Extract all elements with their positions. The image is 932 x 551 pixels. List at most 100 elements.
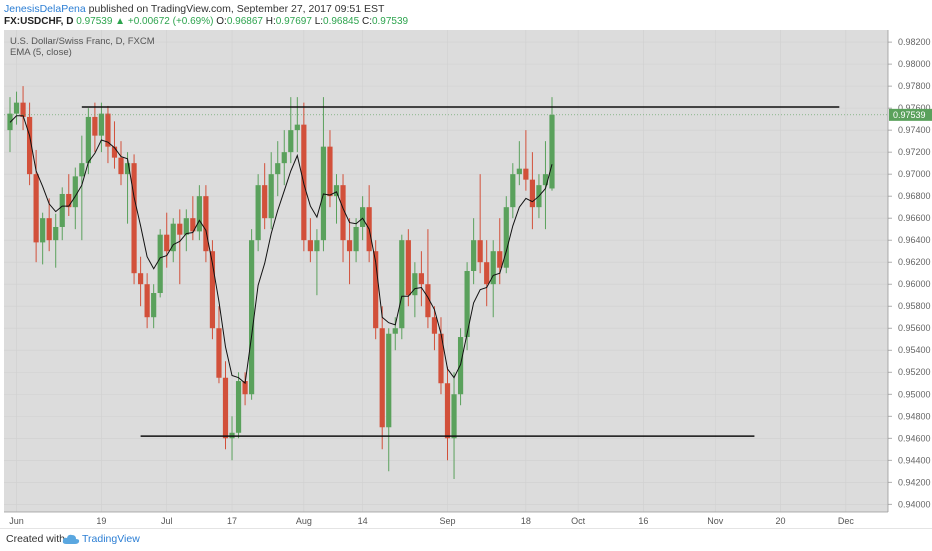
x-tick-label: 14 <box>358 516 368 526</box>
publish-header: JenesisDelaPena published on TradingView… <box>0 0 932 30</box>
candle-body <box>451 394 457 439</box>
low-label: L: <box>314 16 324 27</box>
y-tick-label: 0.97200 <box>898 147 931 157</box>
publish-info: JenesisDelaPena published on TradingView… <box>4 3 384 15</box>
y-tick-label: 0.94200 <box>898 477 931 487</box>
candle-body <box>392 328 398 334</box>
x-tick-label: Sep <box>440 516 456 526</box>
close-label: C: <box>361 16 372 27</box>
candle-body <box>124 163 131 175</box>
candle-body <box>85 116 91 164</box>
candle-body <box>327 146 333 197</box>
author-link[interactable]: JenesisDelaPena <box>4 3 86 15</box>
candle-body <box>444 383 451 439</box>
x-tick-label: 20 <box>776 516 786 526</box>
time-axis <box>4 512 888 528</box>
candle-body <box>131 163 137 274</box>
y-tick-label: 0.94600 <box>898 433 931 443</box>
y-tick-label: 0.95200 <box>898 367 931 377</box>
candle-body <box>288 130 294 153</box>
candle-body <box>497 251 503 268</box>
candle-body <box>183 218 189 235</box>
y-tick-label: 0.96200 <box>898 257 931 267</box>
candle-body <box>418 273 424 285</box>
candle-body <box>379 328 385 428</box>
y-tick-label: 0.97400 <box>898 125 931 135</box>
tradingview-brand[interactable]: TradingView <box>82 533 140 545</box>
y-tick-label: 0.94000 <box>898 499 931 509</box>
candle-body <box>386 333 392 428</box>
y-tick-label: 0.98200 <box>898 37 931 47</box>
x-tick-label: 16 <box>638 516 648 526</box>
candle-body <box>477 240 483 263</box>
x-tick-label: 18 <box>521 516 531 526</box>
candle-body <box>346 240 353 252</box>
published-text: published on TradingView.com, September … <box>88 3 385 15</box>
y-tick-label: 0.96600 <box>898 213 931 223</box>
candle-body <box>373 251 379 329</box>
candle-body <box>542 174 549 186</box>
candle-body <box>549 114 555 189</box>
created-with-text: Created with <box>6 533 65 545</box>
indicator-label[interactable]: EMA (5, close) <box>10 47 72 58</box>
candle-body <box>340 185 346 241</box>
y-tick-label: 0.94400 <box>898 455 931 465</box>
candle-body <box>216 328 222 378</box>
candle-body <box>249 240 255 395</box>
candle-body <box>157 234 163 294</box>
y-tick-label: 0.96000 <box>898 279 931 289</box>
y-tick-label: 0.96400 <box>898 235 931 245</box>
candle-body <box>275 163 281 175</box>
candle-body <box>111 146 118 158</box>
candle-body <box>516 168 522 175</box>
candle-body <box>412 273 418 296</box>
high-value: 0.97697 <box>275 16 312 27</box>
candle-body <box>118 157 124 175</box>
candle-body <box>255 185 261 241</box>
candle-body <box>235 381 242 433</box>
candle-body <box>320 146 327 241</box>
price-chart[interactable]: 0.98200 0.98000 0.97800 0.97600 0.97400 0.972… <box>0 30 932 528</box>
y-tick-label: 0.94800 <box>898 411 931 421</box>
instrument-label: U.S. Dollar/Swiss Franc, D, FXCM <box>10 36 155 47</box>
x-tick-label: 17 <box>227 516 237 526</box>
candle-body <box>222 377 229 439</box>
y-tick-label: 0.95000 <box>898 389 931 399</box>
price-change: ▲ +0.00672 (+0.69%) <box>115 16 214 27</box>
candle-body <box>431 317 438 334</box>
candle-body <box>242 381 248 395</box>
candle-body <box>144 284 150 318</box>
candle-body <box>196 196 202 232</box>
footer: Created with TradingView <box>0 528 932 551</box>
x-tick-label: Oct <box>571 516 586 526</box>
candle-body <box>281 152 287 164</box>
candle-body <box>46 218 52 241</box>
candle-body <box>170 223 176 252</box>
candle-body <box>529 179 535 208</box>
candle-body <box>105 113 111 147</box>
candle-body <box>484 262 490 285</box>
candle-body <box>268 174 274 219</box>
candle-body <box>151 293 157 318</box>
candle-body <box>138 273 144 285</box>
y-tick-label: 0.96800 <box>898 191 931 201</box>
candle-body <box>438 333 444 384</box>
candle-body <box>353 226 359 252</box>
candle-body <box>405 240 411 296</box>
candle-body <box>399 240 405 329</box>
candle-body <box>92 116 98 136</box>
candle-body <box>177 223 183 235</box>
y-tick-label: 0.98000 <box>898 59 931 69</box>
last-price-label-bg <box>889 108 932 121</box>
low-value: 0.96845 <box>323 16 360 27</box>
open-label: O: <box>216 16 227 27</box>
x-tick-label: Aug <box>296 516 312 526</box>
candle-body <box>294 124 300 131</box>
candle-body <box>203 196 209 252</box>
last-price: 0.97539 <box>76 16 113 27</box>
candle-body <box>190 218 196 232</box>
x-tick-label: Jun <box>9 516 24 526</box>
y-tick-label: 0.97600 <box>898 103 931 113</box>
candle-body <box>523 168 529 180</box>
candle-body <box>40 218 46 243</box>
